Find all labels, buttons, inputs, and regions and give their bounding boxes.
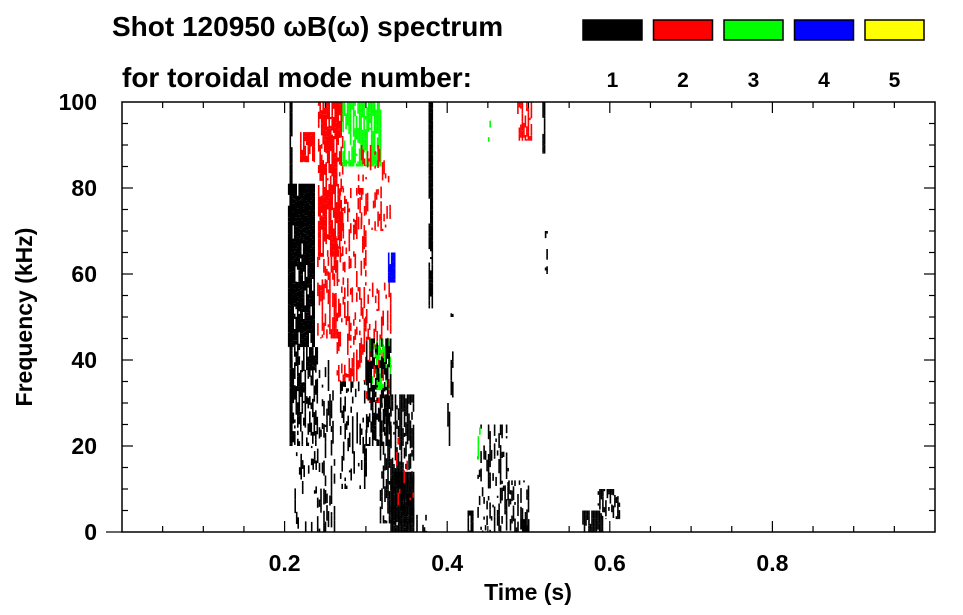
patch-mode-2 xyxy=(317,102,344,257)
patch-mode-1 xyxy=(294,446,319,532)
plot-frame xyxy=(121,101,936,533)
patch-mode-1 xyxy=(428,102,434,309)
y-tick-label: 40 xyxy=(71,347,97,373)
legend-swatch-mode-1 xyxy=(582,19,643,41)
patch-mode-1 xyxy=(477,424,509,532)
legend-swatch-mode-3 xyxy=(723,19,784,41)
patch-mode-1 xyxy=(467,510,474,532)
legend-swatch-mode-4 xyxy=(793,19,855,41)
legend-label: 4 xyxy=(818,69,830,92)
patch-mode-1 xyxy=(544,231,548,274)
legend: 1 2 3 4 5 xyxy=(582,19,925,92)
y-tick-label: 80 xyxy=(71,175,97,201)
patch-mode-1 xyxy=(289,102,293,446)
patch-mode-2 xyxy=(335,188,367,382)
patch-mode-2 xyxy=(300,132,316,163)
legend-label: 3 xyxy=(748,69,760,92)
patch-mode-1 xyxy=(447,403,451,446)
y-tick-label: 60 xyxy=(71,261,97,287)
x-axis-label: Time (s) xyxy=(484,579,572,605)
patch-mode-2 xyxy=(517,102,533,141)
chart-title: Shot 120950 ωB(ω) spectrum xyxy=(112,11,503,42)
legend-swatch-mode-5 xyxy=(864,19,925,41)
patch-mode-1 xyxy=(542,102,546,154)
legend-label: 2 xyxy=(677,69,689,92)
x-tick-label: 0.2 xyxy=(269,550,301,576)
y-tick-label: 20 xyxy=(71,433,97,459)
patch-mode-3 xyxy=(477,427,481,460)
patch-mode-2 xyxy=(357,145,391,231)
legend-swatch-mode-2 xyxy=(652,19,714,41)
patch-mode-4 xyxy=(387,252,396,283)
y-tick-label: 100 xyxy=(59,89,97,115)
patch-mode-1 xyxy=(508,480,530,532)
patch-mode-1 xyxy=(582,510,604,532)
legend-label: 5 xyxy=(889,69,901,92)
spectrum-patches xyxy=(287,102,621,532)
y-axis-label: Frequency (kHz) xyxy=(11,228,37,407)
x-tick-label: 0.4 xyxy=(431,550,463,576)
axis-ticks xyxy=(106,102,935,533)
chart-subtitle: for toroidal mode number: xyxy=(122,62,472,93)
x-tick-label: 0.8 xyxy=(756,550,788,576)
x-tick-label: 0.6 xyxy=(594,550,626,576)
patch-mode-1 xyxy=(390,471,415,532)
patch-mode-1 xyxy=(597,489,621,520)
patch-mode-1 xyxy=(416,514,427,532)
patch-mode-2 xyxy=(395,437,414,506)
tick-labels: 0.2 0.4 0.6 0.8 0 20 40 60 80 100 xyxy=(59,89,789,576)
patch-mode-1 xyxy=(339,381,367,489)
patch-mode-1 xyxy=(318,360,336,532)
legend-label: 1 xyxy=(607,69,619,92)
y-tick-label: 0 xyxy=(84,519,97,545)
patch-mode-3 xyxy=(487,120,491,142)
patch-mode-1 xyxy=(289,347,319,446)
patch-mode-1 xyxy=(450,313,454,317)
patch-mode-1 xyxy=(450,351,454,398)
